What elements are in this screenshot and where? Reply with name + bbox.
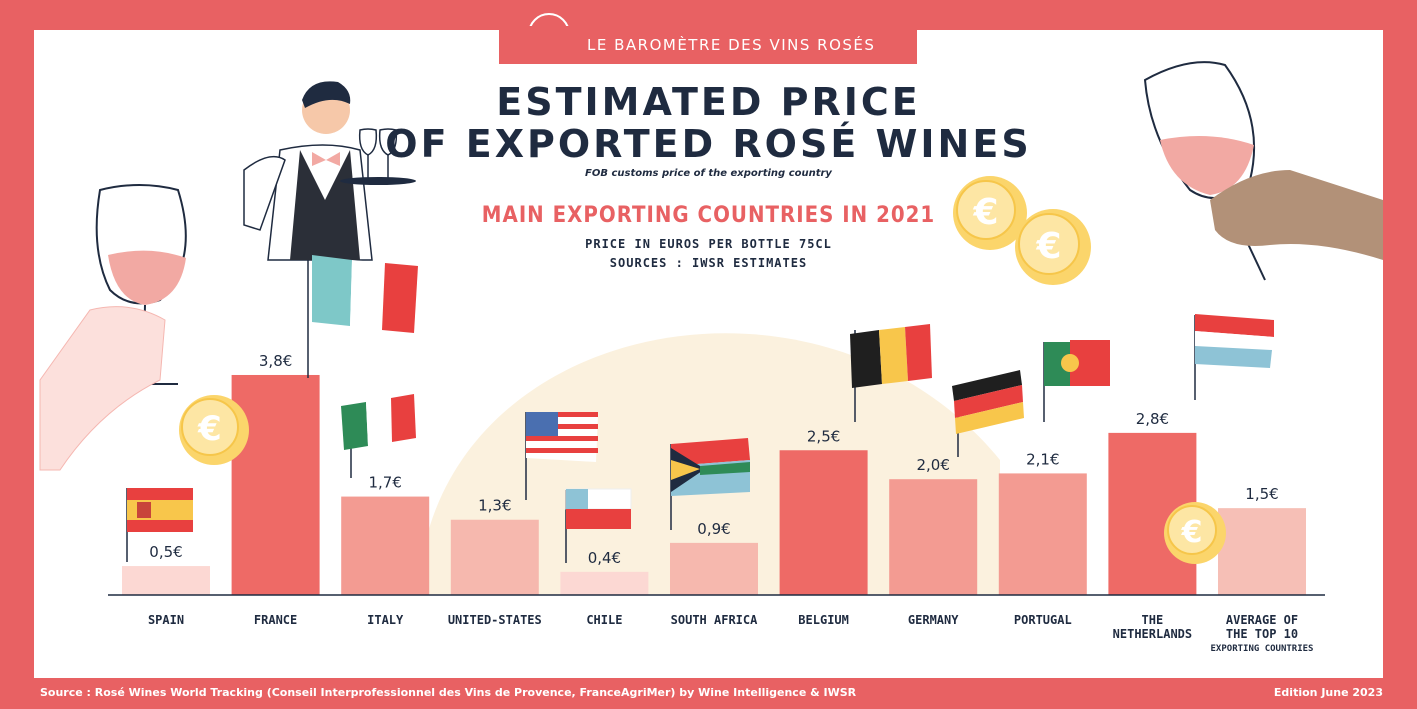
- category-label-9-1: NETHERLANDS: [1113, 627, 1192, 641]
- unit-note: PRICE IN EUROS PER BOTTLE 75CL: [585, 237, 832, 251]
- italy-flag-icon: [341, 394, 416, 478]
- category-label-10-1: THE TOP 10: [1226, 627, 1298, 641]
- coins-top-icon: € €: [953, 176, 1091, 285]
- belgium-flag-icon: [850, 324, 932, 422]
- category-label-5-0: SOUTH AFRICA: [671, 613, 758, 627]
- category-note-10: EXPORTING COUNTRIES: [1211, 644, 1314, 654]
- value-label-4: 0,4€: [588, 549, 621, 567]
- category-label-1-0: FRANCE: [254, 613, 297, 627]
- footer-source: Source : Rosé Wines World Tracking (Cons…: [40, 686, 857, 699]
- south-africa-flag-icon: [670, 438, 750, 530]
- value-label-7: 2,0€: [916, 456, 949, 474]
- svg-text:€: €: [197, 409, 222, 449]
- sources-note: SOURCES : IWSR ESTIMATES: [609, 256, 808, 270]
- value-label-3: 1,3€: [478, 497, 511, 515]
- bar-8: [998, 473, 1087, 595]
- bar-2: [341, 496, 430, 595]
- usa-flag-icon: [525, 412, 598, 500]
- bar-7: [889, 479, 978, 595]
- category-label-6-0: BELGIUM: [798, 613, 849, 627]
- category-label-4-0: CHILE: [586, 613, 622, 627]
- bar-10: [1218, 508, 1306, 595]
- wine-glass-right-icon: [1143, 61, 1383, 281]
- value-label-9: 2,8€: [1136, 410, 1169, 428]
- category-label-9-0: THE: [1142, 613, 1164, 627]
- category-label-8-0: PORTUGAL: [1014, 613, 1072, 627]
- value-label-10: 1,5€: [1245, 485, 1278, 503]
- waiter-illustration: [243, 81, 416, 261]
- portugal-flag-icon: [1043, 340, 1110, 422]
- bar-4: [560, 571, 649, 595]
- spain-flag-icon: [126, 488, 193, 562]
- footer-edition: Edition June 2023: [1273, 686, 1383, 699]
- netherlands-flag-icon: [1194, 314, 1274, 400]
- chart-subtitle: FOB customs price of the exporting count…: [585, 168, 832, 179]
- chart-title-line1: ESTIMATED PRICE: [496, 80, 921, 124]
- category-label-7-0: GERMANY: [908, 613, 959, 627]
- chile-flag-icon: [565, 488, 632, 563]
- coin-icon: €: [179, 395, 249, 465]
- category-label-2-0: ITALY: [367, 613, 404, 627]
- italy-flag-icon-large: [307, 255, 418, 378]
- category-label-10-0: AVERAGE OF: [1226, 613, 1298, 627]
- svg-text:€: €: [1181, 515, 1203, 550]
- category-label-3-0: UNITED-STATES: [448, 613, 542, 627]
- category-label-0-0: SPAIN: [148, 613, 184, 627]
- banner: LE BAROMÈTRE DES VINS ROSÉS: [499, 26, 917, 64]
- svg-text:€: €: [1035, 226, 1061, 267]
- value-label-6: 2,5€: [807, 427, 840, 445]
- chart-heading: MAIN EXPORTING COUNTRIES IN 2021: [481, 203, 936, 228]
- bar-0: [122, 566, 210, 595]
- value-label-8: 2,1€: [1026, 450, 1059, 468]
- svg-text:€: €: [972, 192, 998, 233]
- value-label-2: 1,7€: [368, 474, 401, 492]
- bar-1: [231, 374, 320, 595]
- bar-3: [450, 519, 539, 595]
- wine-glass-left-icon: [39, 184, 187, 471]
- value-label-1: 3,8€: [259, 352, 292, 370]
- germany-flag-icon: [952, 370, 1024, 457]
- chart-title-line2: OF EXPORTED ROSÉ WINES: [385, 122, 1032, 166]
- bar-6: [779, 450, 868, 595]
- value-label-5: 0,9€: [697, 520, 730, 538]
- value-label-0: 0,5€: [149, 543, 182, 561]
- bar-5: [670, 542, 758, 595]
- banner-text: LE BAROMÈTRE DES VINS ROSÉS: [587, 36, 876, 54]
- coin-bottom-icon: €: [1164, 502, 1226, 564]
